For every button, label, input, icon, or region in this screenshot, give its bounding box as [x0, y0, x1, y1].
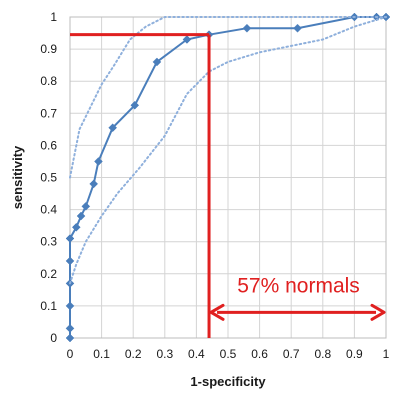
x-tick-label: 1	[383, 347, 390, 361]
y-tick-label: 1	[50, 10, 57, 24]
y-tick-label: 0.5	[40, 171, 57, 185]
y-tick-label: 0.6	[40, 138, 57, 152]
roc-data-point-marker	[81, 202, 91, 211]
x-axis-title: 1-specificity	[190, 374, 266, 389]
y-tick-label: 0.2	[40, 267, 57, 281]
arrow-head-right	[370, 303, 386, 321]
lower-confidence-band-line	[69, 16, 387, 285]
series-layer	[65, 12, 391, 343]
y-tick-label: 0	[50, 331, 57, 345]
roc-data-point-marker	[65, 234, 75, 243]
roc-data-point-marker	[152, 57, 162, 67]
roc-data-point-marker	[293, 23, 302, 33]
annotation-label: 57% normals	[237, 274, 360, 297]
roc-data-point-marker	[71, 222, 81, 232]
y-tick-label: 0.4	[40, 203, 57, 217]
roc-data-point-marker	[65, 301, 75, 311]
annotation-layer: 57% normals	[70, 33, 386, 338]
roc-data-point-marker	[65, 256, 75, 266]
y-tick-labels: 0 0.1 0.2 0.3 0.4 0.5 0.6 0.7 0.8 0.9 1	[40, 10, 57, 345]
roc-data-point-marker	[76, 211, 86, 221]
roc-data-point-marker	[89, 179, 99, 189]
y-tick-label: 0.7	[40, 106, 57, 120]
x-tick-label: 0.9	[346, 347, 363, 361]
x-tick-label: 0.1	[93, 347, 110, 361]
x-tick-label: 0.6	[251, 347, 268, 361]
x-tick-label: 0.3	[156, 347, 173, 361]
roc-data-point-marker	[242, 23, 252, 33]
roc-data-point-marker	[94, 157, 103, 166]
x-tick-labels: 0 0.1 0.2 0.3 0.4 0.5 0.6 0.7 0.8 0.9 1	[67, 347, 390, 361]
x-tick-label: 0.8	[314, 347, 331, 361]
roc-data-point-marker	[130, 100, 140, 110]
roc-data-point-marker	[182, 35, 192, 44]
roc-data-point-marker	[108, 123, 118, 133]
x-tick-label: 0.5	[220, 347, 237, 361]
roc-data-point-marker	[65, 324, 75, 333]
y-axis-title: sensitivity	[10, 145, 25, 209]
roc-data-point-marker	[65, 333, 75, 343]
y-tick-label: 0.9	[40, 42, 57, 56]
x-tick-label: 0.7	[283, 347, 300, 361]
y-tick-label: 0.8	[40, 74, 57, 88]
x-tick-label: 0.2	[125, 347, 142, 361]
y-tick-label: 0.1	[40, 299, 57, 313]
x-tick-label: 0	[67, 347, 74, 361]
arrow-head-left	[209, 303, 225, 321]
y-tick-label: 0.3	[40, 235, 57, 249]
upper-confidence-band-line	[69, 16, 387, 179]
x-tick-label: 0.4	[188, 347, 205, 361]
